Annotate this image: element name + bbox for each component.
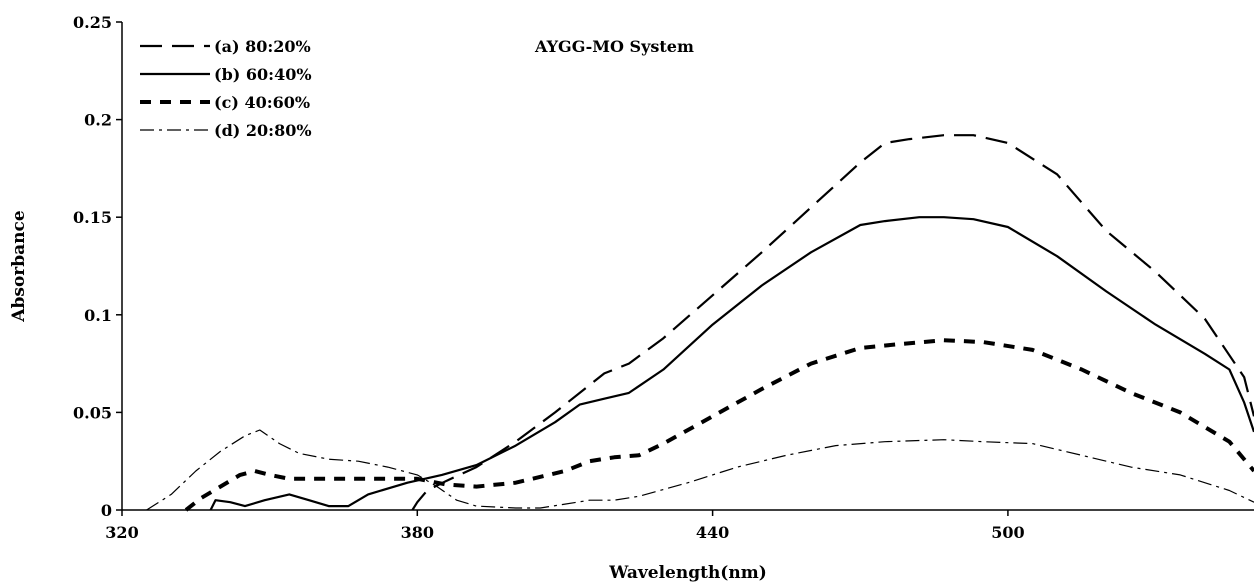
legend-label-3: (c) 40:60%	[214, 93, 310, 112]
legend: (a) 80:20% (b) 60:40% (c) 40:60% (d) 20:80%	[140, 37, 312, 140]
legend-label-2: (b) 60:40%	[214, 65, 312, 84]
y-tick-label: 0.2	[84, 111, 112, 130]
x-tick-label: 320	[105, 523, 138, 542]
series-lines	[146, 134, 1254, 512]
plot-area: 320 380 440 500 0 0.05 0.1 0.15 0.2 0.25	[73, 13, 1254, 542]
x-axis-ticks: 320 380 440 500	[105, 510, 1025, 542]
y-tick-label: 0	[101, 501, 112, 520]
y-tick-label: 0.1	[84, 306, 112, 325]
y-axis-title: Absorbance	[9, 210, 29, 323]
series-line-1	[411, 134, 1254, 511]
chart-title: AYGG-MO System	[534, 37, 694, 56]
series-line-4	[146, 429, 1254, 511]
y-tick-label: 0.05	[73, 403, 112, 422]
x-tick-label: 500	[991, 523, 1024, 542]
legend-label-4: (d) 20:80%	[214, 121, 312, 140]
legend-label-1: (a) 80:20%	[214, 37, 311, 56]
y-tick-label: 0.25	[73, 13, 112, 32]
series-line-3	[184, 338, 1254, 512]
x-axis-title: Wavelength(nm)	[608, 563, 767, 583]
y-tick-label: 0.15	[73, 208, 112, 227]
series-line-2	[209, 216, 1254, 511]
x-tick-label: 380	[401, 523, 434, 542]
y-axis-ticks: 0 0.05 0.1 0.15 0.2 0.25	[73, 13, 122, 520]
x-tick-label: 440	[696, 523, 729, 542]
